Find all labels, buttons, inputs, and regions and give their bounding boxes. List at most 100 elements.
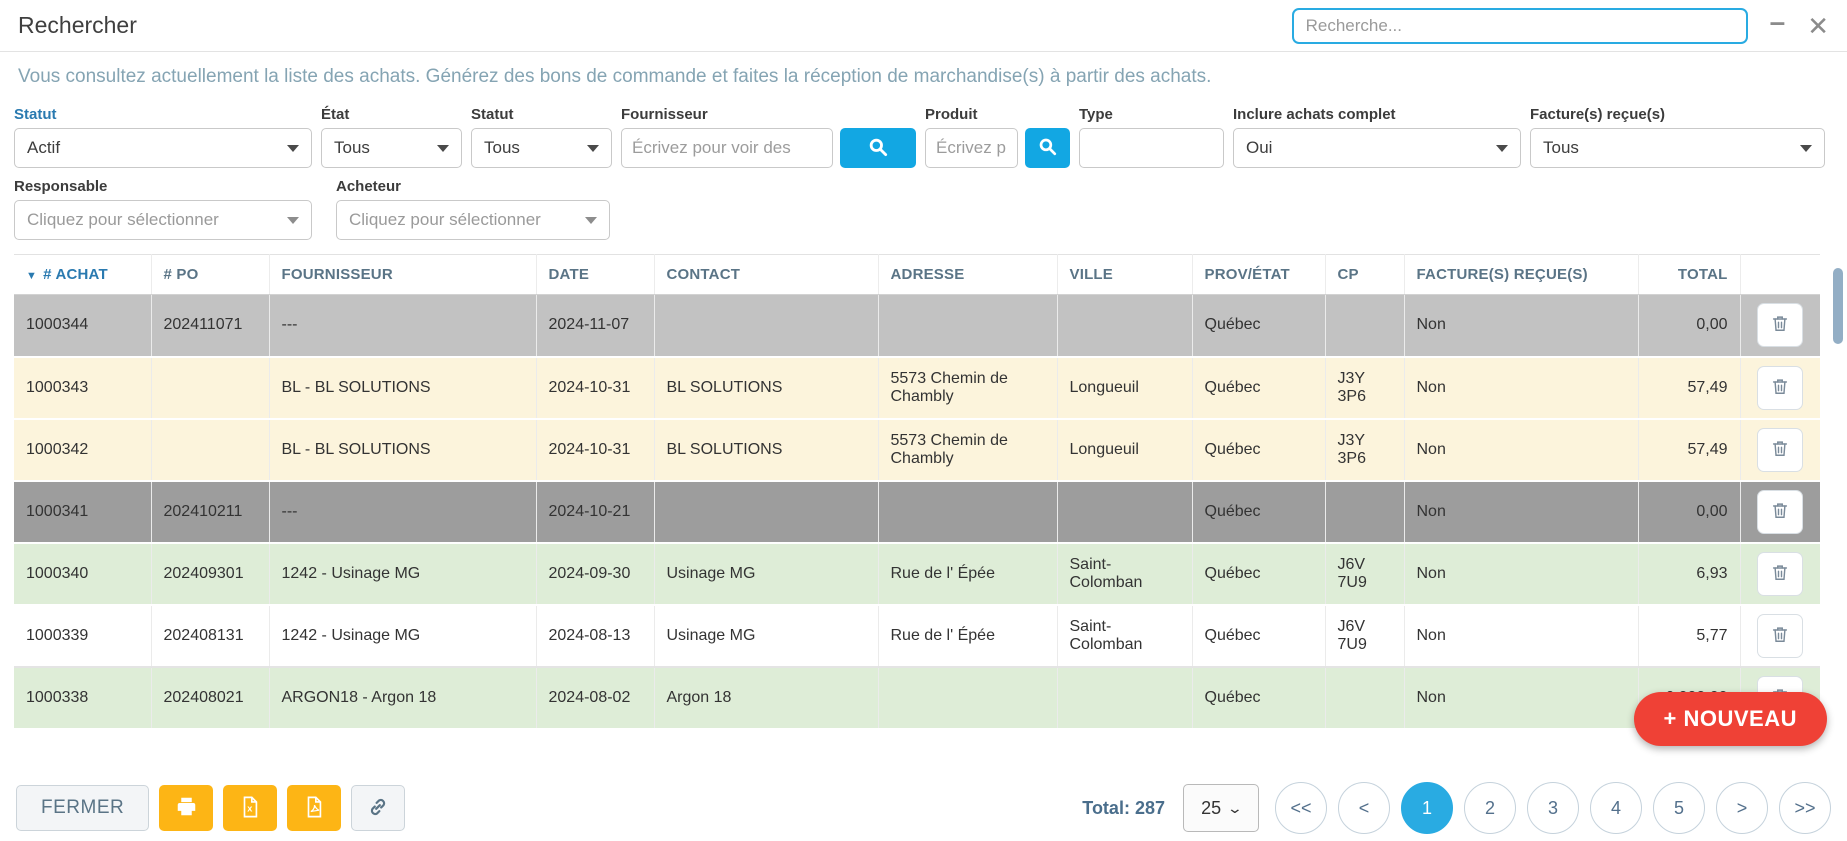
cell-prov_etat: Québec <box>1192 667 1325 729</box>
table-row[interactable]: 10003392024081311242 - Usinage MG2024-08… <box>14 605 1820 667</box>
page-button-1[interactable]: 1 <box>1401 782 1453 834</box>
table-body: 1000344202411071---2024-11-07QuébecNon0,… <box>14 295 1820 729</box>
produit-search-button[interactable] <box>1025 128 1070 168</box>
fournisseur-search-button[interactable] <box>840 128 916 168</box>
export-excel-button[interactable]: x <box>223 785 277 831</box>
purchases-table: ▼# ACHAT# POFOURNISSEURDATECONTACTADRESS… <box>14 254 1820 730</box>
table-row[interactable]: 1000342BL - BL SOLUTIONS2024-10-31BL SOL… <box>14 419 1820 481</box>
cell-fournisseur: BL - BL SOLUTIONS <box>269 357 536 419</box>
table-row[interactable]: 1000343BL - BL SOLUTIONS2024-10-31BL SOL… <box>14 357 1820 419</box>
delete-row-button[interactable] <box>1757 552 1803 596</box>
cell-total: 57,49 <box>1638 419 1740 481</box>
cell-adresse: Rue de l' Épée <box>878 543 1057 605</box>
filter-inclure-achats-complet: Inclure achats complet Oui <box>1233 106 1521 168</box>
column-header-fournisseur[interactable]: FOURNISSEUR <box>269 255 536 295</box>
page-button-4[interactable]: 4 <box>1590 782 1642 834</box>
cell-contact <box>654 481 878 543</box>
filter-acheteur: Acheteur Cliquez pour sélectionner <box>336 178 610 240</box>
statut-2-value: Tous <box>484 138 520 158</box>
delete-row-button[interactable] <box>1757 303 1803 347</box>
delete-row-button[interactable] <box>1757 366 1803 410</box>
produit-input[interactable] <box>925 128 1018 168</box>
cell-achat: 1000341 <box>14 481 151 543</box>
fermer-button[interactable]: FERMER <box>16 785 149 831</box>
cell-ville <box>1057 295 1192 357</box>
cell-adresse: 5573 Chemin de Chambly <box>878 357 1057 419</box>
print-button[interactable] <box>159 785 213 831</box>
cell-total: 57,49 <box>1638 357 1740 419</box>
statut-1-select[interactable]: Actif <box>14 128 312 168</box>
page-button-3[interactable]: 3 <box>1527 782 1579 834</box>
column-header-contact[interactable]: CONTACT <box>654 255 878 295</box>
column-header-factures_recues[interactable]: FACTURE(S) REÇUE(S) <box>1404 255 1638 295</box>
last-page-button[interactable]: >> <box>1779 782 1831 834</box>
table-row[interactable]: 10003402024093011242 - Usinage MG2024-09… <box>14 543 1820 605</box>
global-search-input[interactable] <box>1292 8 1748 44</box>
cell-cp <box>1325 295 1404 357</box>
inclure-achats-complet-select[interactable]: Oui <box>1233 128 1521 168</box>
column-header-achat[interactable]: ▼# ACHAT <box>14 255 151 295</box>
etat-select[interactable]: Tous <box>321 128 462 168</box>
cell-achat: 1000342 <box>14 419 151 481</box>
trash-icon <box>1771 563 1789 585</box>
next-page-button[interactable]: > <box>1716 782 1768 834</box>
delete-row-button[interactable] <box>1757 428 1803 472</box>
cell-date: 2024-08-13 <box>536 605 654 667</box>
trash-icon <box>1771 501 1789 523</box>
cell-fournisseur: --- <box>269 481 536 543</box>
cell-factures_recues: Non <box>1404 605 1638 667</box>
factures-recues-select[interactable]: Tous <box>1530 128 1825 168</box>
column-header-prov_etat[interactable]: PROV/ÉTAT <box>1192 255 1325 295</box>
type-input[interactable] <box>1079 128 1224 168</box>
cell-adresse: Rue de l' Épée <box>878 605 1057 667</box>
cell-total: 0,00 <box>1638 295 1740 357</box>
filter-factures-recues: Facture(s) reçue(s) Tous <box>1530 106 1825 168</box>
cell-adresse <box>878 295 1057 357</box>
table-row[interactable]: 1000341202410211---2024-10-21QuébecNon0,… <box>14 481 1820 543</box>
filter-label-fournisseur: Fournisseur <box>621 106 916 123</box>
column-header-ville[interactable]: VILLE <box>1057 255 1192 295</box>
page-title: Rechercher <box>18 12 137 39</box>
filter-row-1: Statut Actif État Tous Statut Tous <box>14 106 1833 168</box>
cell-fournisseur: ARGON18 - Argon 18 <box>269 667 536 729</box>
vertical-scrollbar-thumb[interactable] <box>1833 268 1843 344</box>
cell-cp <box>1325 667 1404 729</box>
factures-value: Tous <box>1543 138 1579 158</box>
statut-2-select[interactable]: Tous <box>471 128 612 168</box>
export-pdf-button[interactable] <box>287 785 341 831</box>
table-row[interactable]: 1000344202411071---2024-11-07QuébecNon0,… <box>14 295 1820 357</box>
delete-row-button[interactable] <box>1757 490 1803 534</box>
filter-label-statut-2: Statut <box>471 106 612 123</box>
prev-page-button[interactable]: < <box>1338 782 1390 834</box>
nouveau-button[interactable]: + NOUVEAU <box>1634 692 1827 746</box>
cell-cp: J3Y 3P6 <box>1325 357 1404 419</box>
column-header-total[interactable]: TOTAL <box>1638 255 1740 295</box>
delete-row-button[interactable] <box>1757 614 1803 658</box>
cell-actions <box>1740 357 1820 419</box>
page-button-2[interactable]: 2 <box>1464 782 1516 834</box>
minimize-icon[interactable]: – <box>1770 8 1786 36</box>
cell-po: 202410211 <box>151 481 269 543</box>
fournisseur-input[interactable] <box>621 128 833 168</box>
acheteur-select[interactable]: Cliquez pour sélectionner <box>336 200 610 240</box>
cell-cp <box>1325 481 1404 543</box>
cell-factures_recues: Non <box>1404 543 1638 605</box>
trash-icon <box>1771 314 1789 336</box>
page-button-5[interactable]: 5 <box>1653 782 1705 834</box>
column-header-date[interactable]: DATE <box>536 255 654 295</box>
first-page-button[interactable]: << <box>1275 782 1327 834</box>
cell-achat: 1000340 <box>14 543 151 605</box>
close-icon[interactable]: ✕ <box>1807 13 1829 39</box>
responsable-select[interactable]: Cliquez pour sélectionner <box>14 200 312 240</box>
table-row[interactable]: 1000338202408021ARGON18 - Argon 182024-0… <box>14 667 1820 729</box>
cell-date: 2024-09-30 <box>536 543 654 605</box>
cell-prov_etat: Québec <box>1192 605 1325 667</box>
cell-adresse <box>878 481 1057 543</box>
copy-link-button[interactable] <box>351 785 405 831</box>
column-header-cp[interactable]: CP <box>1325 255 1404 295</box>
column-header-po[interactable]: # PO <box>151 255 269 295</box>
column-header-adresse[interactable]: ADRESSE <box>878 255 1057 295</box>
cell-fournisseur: 1242 - Usinage MG <box>269 605 536 667</box>
search-icon <box>868 137 888 160</box>
page-size-select[interactable]: 25 ⌄ <box>1183 784 1259 832</box>
